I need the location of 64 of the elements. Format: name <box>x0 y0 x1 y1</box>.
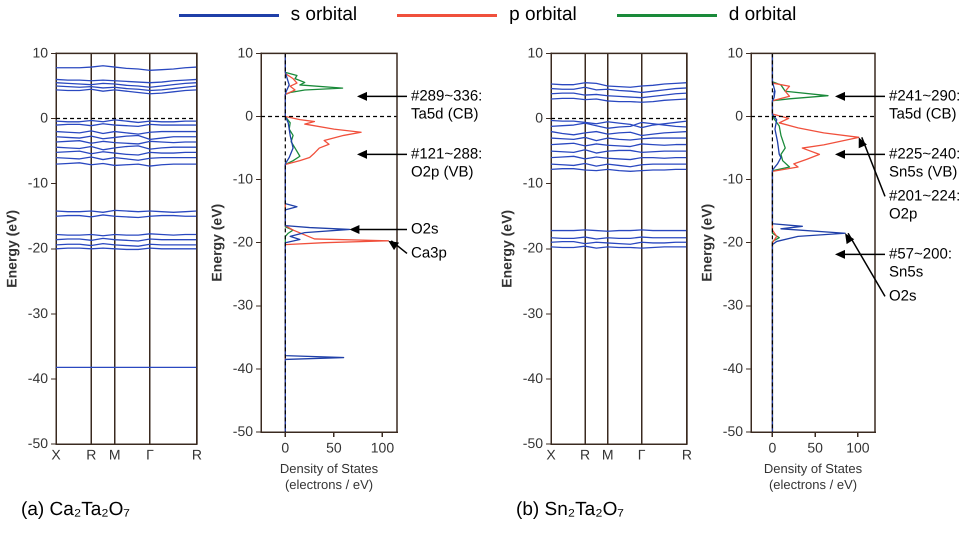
text: #241~290: Ta5d (CB) <box>889 88 960 123</box>
text: (b) Sn₂Ta₂O₇ <box>516 499 624 521</box>
y-axis-title: Energy (eV) <box>698 204 714 282</box>
y-tick-label: -50 <box>722 422 744 439</box>
y-tick-label: -20 <box>28 240 48 256</box>
text: #225~240: Sn5s (VB) <box>889 146 960 181</box>
y-axis-title: Energy (eV) <box>208 204 224 282</box>
x-tick-label: 50 <box>807 439 824 456</box>
y-tick-label: -10 <box>28 174 48 191</box>
y-tick-label: -30 <box>28 304 48 321</box>
x-tick-label: Γ <box>146 446 154 462</box>
y-tick-label: -50 <box>232 422 254 439</box>
y-axis-title: Energy (eV) <box>498 210 514 288</box>
x-tick-label: 50 <box>326 439 342 456</box>
y-tick-label: 0 <box>535 109 544 126</box>
series-label: s orbital <box>290 4 358 26</box>
text: d orbital <box>728 4 796 26</box>
y-tick-label: -20 <box>522 240 544 256</box>
text: #289~336: Ta5d (CB) <box>411 88 482 123</box>
y-tick-label: -10 <box>232 170 254 186</box>
y-tick-label: -10 <box>522 174 544 191</box>
y-axis-title: Energy (eV) <box>3 210 20 288</box>
x-tick-label: R <box>682 446 692 462</box>
y-tick-label: 10 <box>527 44 544 60</box>
text: #57~200: Sn5s <box>889 246 952 281</box>
x-tick-label: M <box>602 446 614 462</box>
text: #121~288: O2p (VB) <box>411 146 482 181</box>
x-tick-label: 100 <box>846 439 870 456</box>
y-tick-label: 10 <box>32 44 48 60</box>
y-tick-label: -20 <box>232 234 254 250</box>
annotation: O2s <box>889 288 917 305</box>
y-tick-label: -50 <box>522 435 544 452</box>
y-tick-label: -40 <box>522 370 544 386</box>
x-axis-title: Density of States (electrons / eV) <box>280 461 379 492</box>
y-tick-label: 10 <box>237 44 254 60</box>
y-tick-label: -30 <box>722 296 744 313</box>
x-tick-label: X <box>51 446 62 462</box>
y-tick-label: 0 <box>245 107 254 124</box>
x-tick-label: 0 <box>768 439 777 456</box>
y-tick-label: -50 <box>28 435 48 452</box>
x-tick-label: Γ <box>638 446 646 462</box>
y-tick-label: 0 <box>735 107 744 124</box>
text: p orbital <box>509 4 577 26</box>
x-tick-label: X <box>546 446 556 462</box>
y-tick-label: -40 <box>722 360 744 376</box>
text: (a) Ca₂Ta₂O₇ <box>21 499 130 521</box>
x-tick-label: M <box>108 446 121 462</box>
annotation: #201~224: O2p <box>889 188 960 223</box>
y-tick-label: 0 <box>40 109 48 126</box>
x-tick-label: R <box>86 446 96 462</box>
x-tick-label: R <box>192 446 202 462</box>
y-tick-label: -40 <box>232 360 254 376</box>
annotation: Ca3p <box>411 244 447 262</box>
x-tick-label: 100 <box>370 439 394 456</box>
y-tick-label: -20 <box>722 234 744 250</box>
y-tick-label: 10 <box>727 44 744 60</box>
y-tick-label: -30 <box>522 304 544 321</box>
y-tick-label: -30 <box>232 296 254 313</box>
annotation: O2s <box>411 220 439 238</box>
x-tick-label: 0 <box>281 439 290 456</box>
x-axis-title: Density of States (electrons / eV) <box>764 461 863 492</box>
y-tick-label: -10 <box>722 170 744 186</box>
y-tick-label: -40 <box>28 370 48 386</box>
x-tick-label: R <box>580 446 590 462</box>
